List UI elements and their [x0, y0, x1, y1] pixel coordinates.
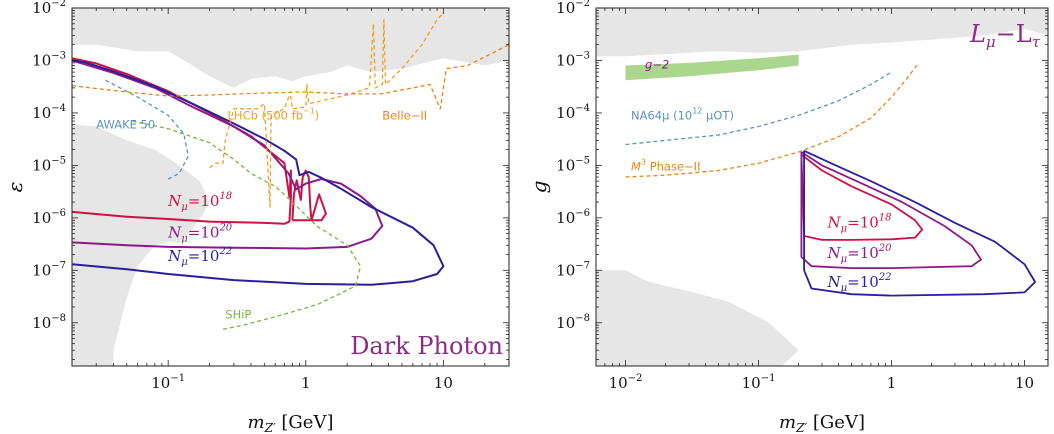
series-line-lhcb-500-fb-1- — [209, 12, 444, 208]
x-tick-label: 10−1 — [151, 373, 185, 392]
plot-frame — [71, 7, 510, 367]
annotation-label: LHCb (500 fb−1) — [228, 106, 320, 122]
series-label: Nμ=1020 — [827, 243, 893, 265]
lmu-ltau-panel: 10−8 10−7 10−6 10−5 10−4 10−3 10−2 10−2 10−1 1 10 m… — [527, 0, 1049, 434]
x-axis-label: mZ′ [GeV] — [248, 412, 334, 434]
y-tick-label: 10−5 — [556, 155, 590, 174]
y-tick-label: 10−3 — [32, 50, 66, 69]
y-tick-label: 10−3 — [556, 50, 590, 69]
dark-photon-panel: 10−8 10−7 10−6 10−5 10−4 10−3 10−2 10−1 1 10 mZ′ [… — [3, 0, 510, 434]
series-line-n-10-18- — [291, 169, 327, 222]
y-tick-label: 10−2 — [556, 0, 590, 17]
annotation-label: g−2 — [645, 58, 669, 72]
x-tick-label: 10 — [1015, 374, 1034, 392]
annotation-label: M3 Phase−II — [631, 157, 700, 173]
series-line-m-3-phase-ii — [625, 62, 920, 178]
y-tick-label: 10−4 — [556, 103, 590, 122]
chart-title: Lμ−Lτ — [969, 20, 1041, 51]
plot-area — [596, 8, 1048, 366]
series-line-awake-50 — [105, 79, 189, 180]
series-label: Nμ=1020 — [167, 223, 233, 245]
y-axis-label: g — [527, 181, 551, 194]
annotation-label: NA64μ (1012 μOT) — [631, 106, 734, 122]
y-tick-label: 10−8 — [32, 313, 66, 332]
series-label: Nμ=1022 — [167, 246, 232, 268]
x-tick-label: 10−1 — [742, 373, 776, 392]
series-line-na64-10-12-ot- — [625, 71, 892, 146]
excluded-region — [596, 270, 799, 366]
annotation-label: AWAKE 50 — [96, 118, 155, 132]
y-axis-label: ε — [3, 182, 27, 193]
y-tick-label: 10−2 — [32, 0, 66, 17]
annotation-label: Belle−II — [382, 108, 427, 122]
y-tick-label: 10−6 — [556, 208, 590, 227]
series-line-n-10-20 — [800, 151, 982, 269]
series-label: Nμ=1022 — [827, 272, 892, 294]
series-label: Nμ=1018 — [167, 191, 232, 213]
excluded-region — [596, 8, 1048, 57]
series-line-n-10-20 — [72, 59, 384, 250]
g2-band — [625, 54, 799, 81]
y-tick-label: 10−7 — [32, 260, 66, 279]
y-tick-label: 10−5 — [32, 155, 66, 174]
y-tick-label: 10−4 — [32, 103, 66, 122]
series-line-n-10-22 — [803, 149, 1036, 297]
chart-title: Dark Photon — [350, 332, 503, 360]
series-line-n-10-22 — [72, 59, 445, 286]
excluded-region — [72, 8, 509, 88]
y-tick-label: 10−6 — [32, 208, 66, 227]
series-line-n-10-18 — [800, 153, 924, 241]
x-tick-label: 10−2 — [609, 373, 643, 392]
y-tick-label: 10−8 — [556, 313, 590, 332]
x-tick-label: 1 — [887, 374, 897, 392]
x-tick-label: 1 — [301, 374, 311, 392]
x-axis-label: mZ′ [GeV] — [779, 412, 865, 434]
y-tick-label: 10−7 — [556, 260, 590, 279]
annotation-label: SHiP — [225, 308, 251, 322]
series-label: Nμ=1018 — [827, 213, 892, 235]
plot-area — [72, 8, 509, 366]
x-tick-label: 10 — [434, 374, 453, 392]
